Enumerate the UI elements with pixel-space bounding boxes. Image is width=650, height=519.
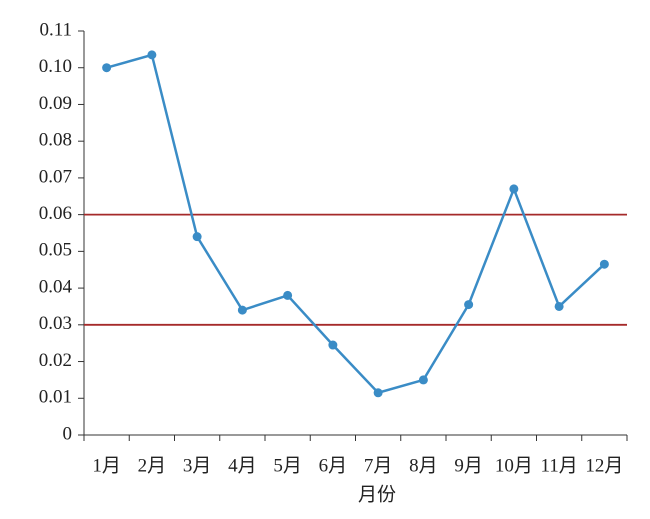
x-tick-label: 9月 <box>454 455 483 476</box>
point <box>554 301 564 311</box>
point <box>147 50 157 60</box>
point <box>464 300 474 310</box>
y-tick-label: 0.11 <box>39 19 72 40</box>
x-tick-label: 6月 <box>319 455 348 476</box>
y-tick-label: 0.06 <box>39 203 72 224</box>
x-tick-label: 12月 <box>585 455 623 476</box>
point <box>283 290 293 300</box>
series-line <box>106 53 606 395</box>
x-tick-label: 3月 <box>183 455 212 476</box>
y-tick-label: 0.04 <box>39 276 73 297</box>
y-tick-label: 0.03 <box>39 313 72 334</box>
point <box>192 232 202 242</box>
y-tick-label: 0.07 <box>39 166 72 187</box>
y-tick-label: 0.08 <box>39 130 72 151</box>
y-tick-label: 0.02 <box>39 350 72 371</box>
x-tick-label: 7月 <box>364 455 393 476</box>
y-tick-label: 0.05 <box>39 240 72 261</box>
x-tick-label: 1月 <box>92 455 121 476</box>
x-tick-label: 4月 <box>228 455 257 476</box>
point <box>599 259 609 269</box>
point <box>237 305 247 315</box>
point <box>102 63 112 73</box>
x-axis-label: 月份 <box>358 483 396 505</box>
x-tick-label: 8月 <box>409 455 438 476</box>
point <box>509 184 519 194</box>
x-tick-label: 2月 <box>138 455 167 476</box>
point <box>373 388 383 398</box>
y-tick-label: 0.10 <box>39 56 72 77</box>
x-tick-label: 10月 <box>495 455 533 476</box>
point <box>418 375 428 385</box>
point <box>328 340 338 350</box>
y-tick-label: 0.01 <box>39 387 72 408</box>
y-tick-label: 0.09 <box>39 93 72 114</box>
y-tick-label: 0 <box>63 423 73 444</box>
x-tick-label: 5月 <box>273 455 302 476</box>
x-tick-label: 11月 <box>540 455 577 476</box>
